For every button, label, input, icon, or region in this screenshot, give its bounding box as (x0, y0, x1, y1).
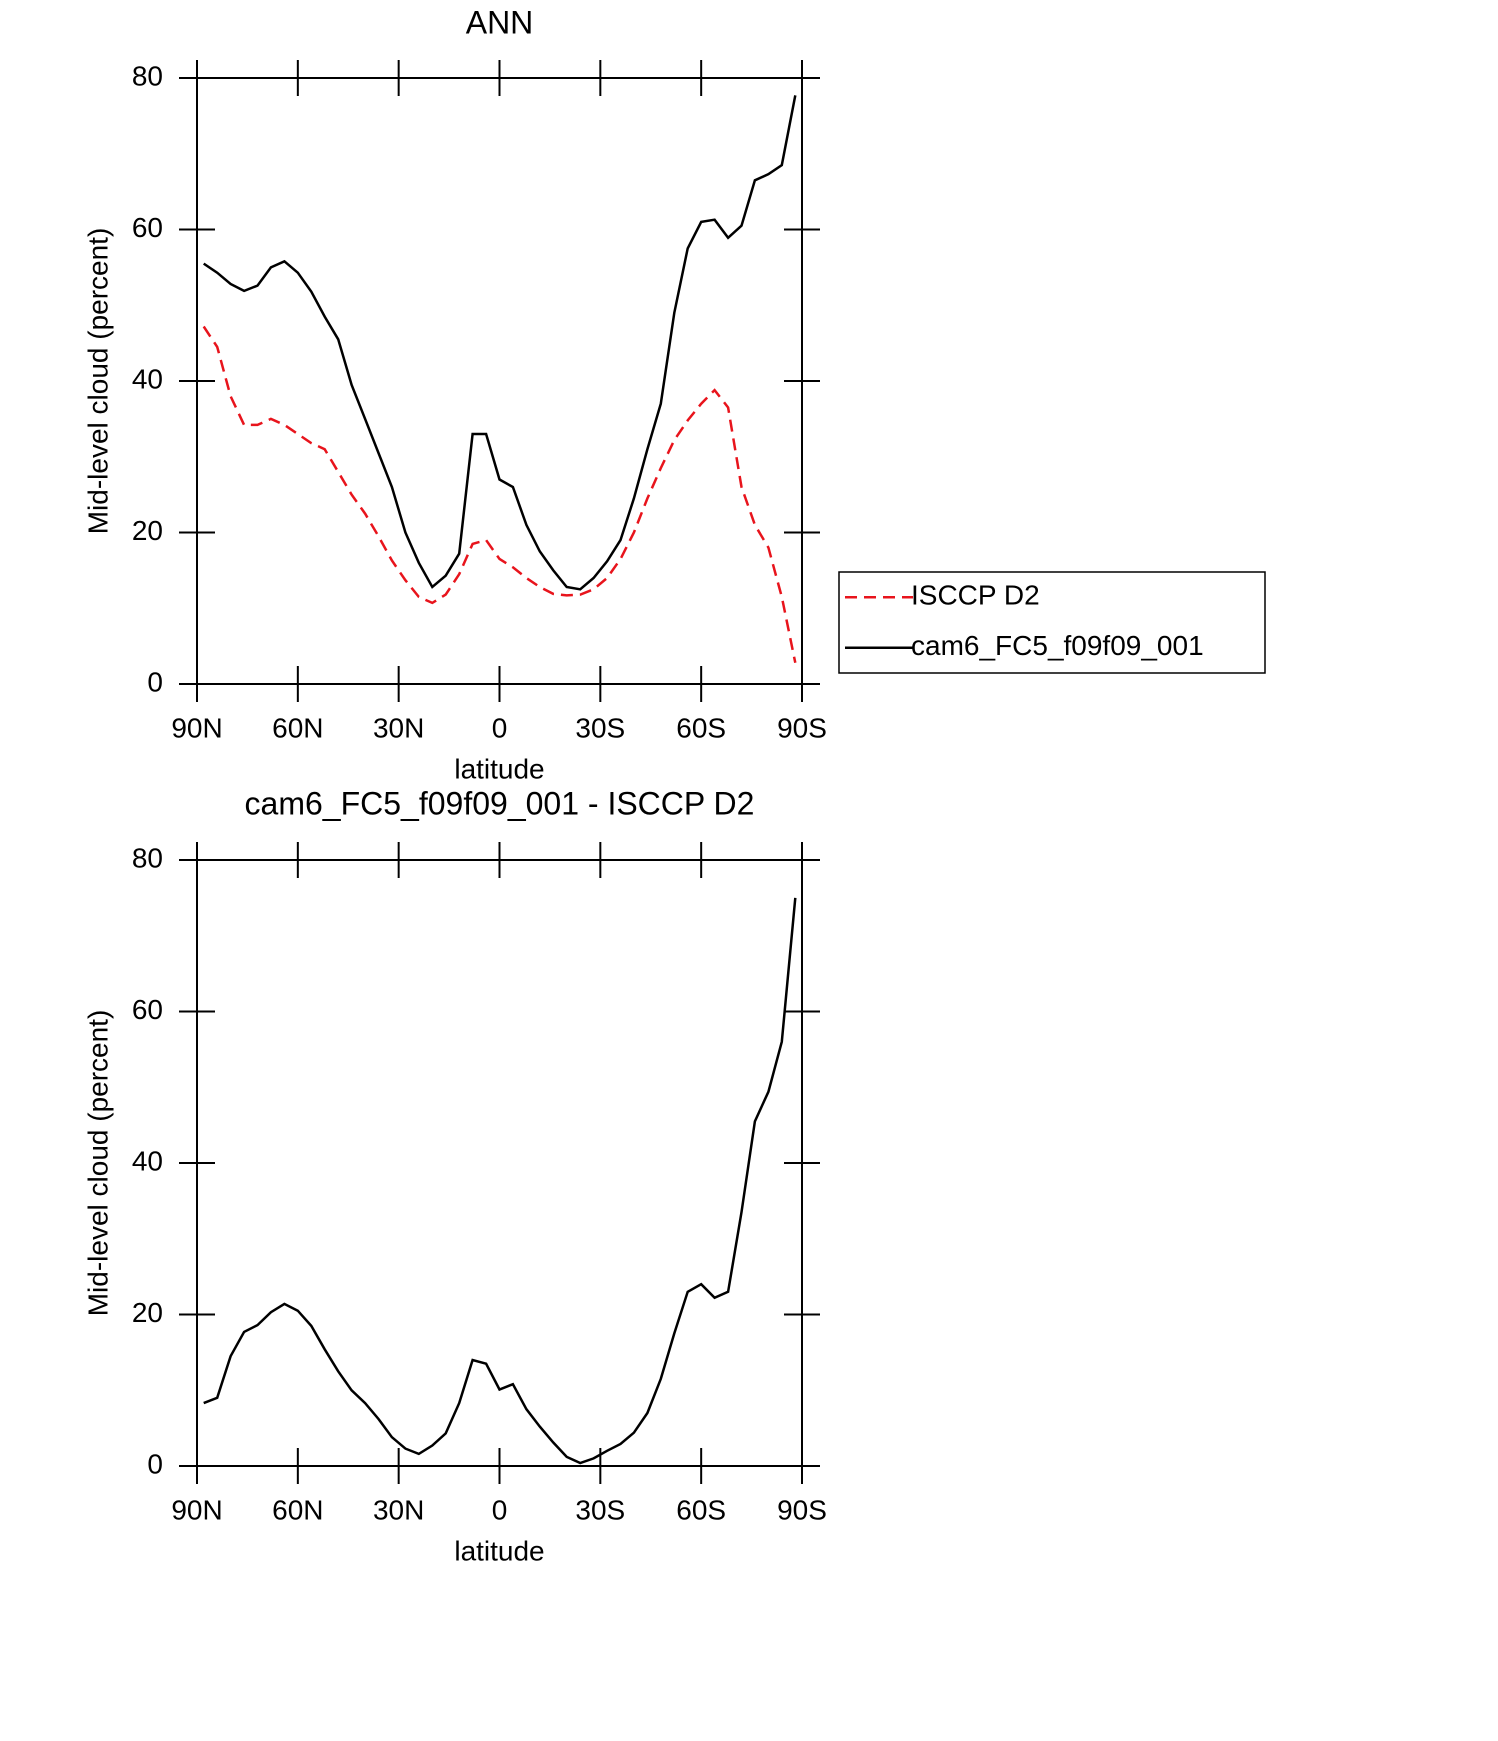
y-tick-label: 20 (132, 1297, 163, 1328)
data-line (202, 325, 797, 664)
x-tick-label: 90N (171, 712, 222, 743)
y-tick-label: 80 (132, 842, 163, 873)
y-axis-label: Mid-level cloud (percent) (82, 228, 113, 535)
x-tick-label: 90S (777, 712, 827, 743)
legend-label: ISCCP D2 (911, 580, 1040, 611)
x-tick-label: 60S (676, 712, 726, 743)
x-tick-label: 60N (272, 712, 323, 743)
data-line (203, 897, 797, 1465)
x-tick-label: 30N (373, 1494, 424, 1525)
data-line (203, 95, 797, 591)
x-tick-label: 30N (373, 712, 424, 743)
chart-title: ANN (466, 4, 534, 40)
y-tick-label: 0 (147, 666, 163, 697)
y-tick-label: 60 (132, 994, 163, 1025)
y-axis-label: Mid-level cloud (percent) (82, 1010, 113, 1317)
legend-box (838, 571, 1266, 674)
y-tick-label: 60 (132, 212, 163, 243)
x-tick-label: 60S (676, 1494, 726, 1525)
legend-label: cam6_FC5_f09f09_001 (911, 630, 1204, 661)
x-axis-label: latitude (454, 1535, 544, 1566)
y-tick-label: 80 (132, 60, 163, 91)
plot-frame (196, 859, 803, 1467)
x-tick-label: 30S (575, 712, 625, 743)
x-tick-label: 90N (171, 1494, 222, 1525)
x-tick-label: 0 (492, 712, 508, 743)
y-tick-label: 40 (132, 363, 163, 394)
plot-frame (196, 77, 803, 685)
y-tick-label: 20 (132, 515, 163, 546)
x-tick-label: 0 (492, 1494, 508, 1525)
x-axis-label: latitude (454, 753, 544, 784)
x-tick-label: 30S (575, 1494, 625, 1525)
chart-title: cam6_FC5_f09f09_001 - ISCCP D2 (245, 785, 755, 821)
y-tick-label: 40 (132, 1145, 163, 1176)
x-tick-label: 90S (777, 1494, 827, 1525)
y-tick-label: 0 (147, 1448, 163, 1479)
x-tick-label: 60N (272, 1494, 323, 1525)
